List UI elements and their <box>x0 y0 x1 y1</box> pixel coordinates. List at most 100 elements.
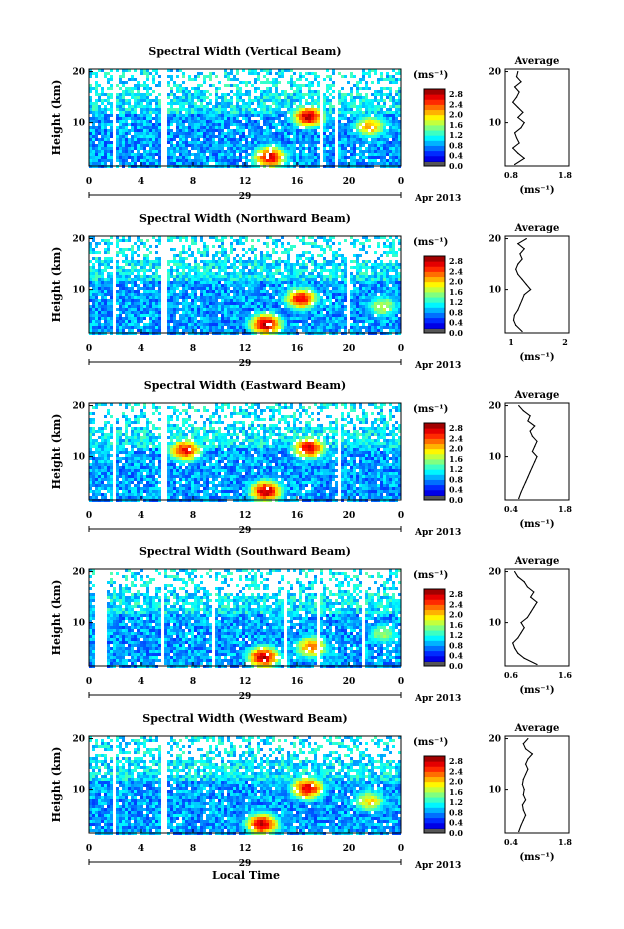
x-tick-label: 12 <box>239 677 252 687</box>
day-label: 29 <box>239 526 252 536</box>
panel-4: Spectral Width (Westward Beam) 20 10 Height… <box>50 712 572 871</box>
avg-x-tick-label: 2 <box>562 337 568 347</box>
avg-x-tick-label: 1 <box>508 337 514 347</box>
panel-title: Spectral Width (Northward Beam) <box>139 212 351 225</box>
colorbar-tick-label: 2.8 <box>449 756 463 766</box>
day-label: 29 <box>239 192 252 202</box>
colorbar-tick-label: 0.4 <box>449 818 463 828</box>
average-unit: (ms⁻¹) <box>519 685 554 696</box>
x-tick-label: 12 <box>239 344 252 354</box>
x-tick-label: 8 <box>190 677 196 687</box>
colorbar-tick-label: 2.8 <box>449 423 463 433</box>
x-tick-label: 16 <box>291 844 304 854</box>
y-tick-label: 20 <box>72 68 85 78</box>
x-tick-label: 8 <box>190 844 196 854</box>
colorbar-tick-label: 2.8 <box>449 256 463 266</box>
panel-0: Spectral Width (Vertical Beam) 20 10 Height… <box>50 45 572 204</box>
y-axis-label: Height (km) <box>50 247 63 323</box>
day-label: 29 <box>239 359 252 369</box>
x-tick-label: 8 <box>190 177 196 187</box>
colorbar-tick-label: 2.0 <box>449 277 463 287</box>
avg-y-tick-label: 20 <box>488 402 501 412</box>
colorbar-tick-label: 2.0 <box>449 610 463 620</box>
x-tick-label: 0 <box>86 677 92 687</box>
y-axis-label: Height (km) <box>50 747 63 823</box>
x-tick-label: 20 <box>343 177 356 187</box>
colorbar-tick-label: 0.8 <box>449 307 463 317</box>
avg-y-tick-label: 10 <box>488 786 501 796</box>
avg-y-tick-label: 10 <box>488 119 501 129</box>
date-label: Apr 2013 <box>414 528 461 538</box>
x-tick-label: 8 <box>190 511 196 521</box>
x-tick-label: 4 <box>138 511 144 521</box>
x-tick-label: 16 <box>291 677 304 687</box>
colorbar-tick-label: 1.6 <box>449 787 463 797</box>
colorbar-tick-label: 0.0 <box>449 661 463 671</box>
colorbar-tick-label: 1.2 <box>449 797 463 807</box>
avg-y-tick-label: 20 <box>488 735 501 745</box>
panel-title: Spectral Width (Westward Beam) <box>142 712 347 725</box>
average-frame <box>504 402 570 501</box>
colorbar-tick-label: 0.8 <box>449 807 463 817</box>
average-line <box>518 405 538 499</box>
colorbar-unit: (ms⁻¹) <box>413 737 448 748</box>
colorbar-tick-label: 1.6 <box>449 454 463 464</box>
colorbar-tick-label: 1.2 <box>449 630 463 640</box>
x-tick-label: 4 <box>138 177 144 187</box>
y-tick-label: 20 <box>72 735 85 745</box>
colorbar-tick-label: 0.4 <box>449 485 463 495</box>
heatmap-cells <box>89 69 401 168</box>
colorbar-tick-label: 2.8 <box>449 589 463 599</box>
y-tick-label: 20 <box>72 568 85 578</box>
y-tick-label: 20 <box>72 235 85 245</box>
colorbar-unit: (ms⁻¹) <box>413 70 448 81</box>
colorbar-tick-label: 1.2 <box>449 130 463 140</box>
colorbar-tick-label: 1.6 <box>449 620 463 630</box>
date-label: Apr 2013 <box>414 361 461 371</box>
colorbar-tick-label: 0.4 <box>449 651 463 661</box>
panel-title: Spectral Width (Southward Beam) <box>139 545 351 558</box>
x-tick-label: 8 <box>190 344 196 354</box>
x-tick-label: 16 <box>291 344 304 354</box>
colorbar-unit: (ms⁻¹) <box>413 404 448 415</box>
avg-y-tick-label: 10 <box>488 286 501 296</box>
x-tick-label: 0 <box>398 344 404 354</box>
colorbar-tick-label: 0.8 <box>449 474 463 484</box>
x-tick-label: 4 <box>138 844 144 854</box>
x-tick-label: 4 <box>138 344 144 354</box>
x-tick-label: 0 <box>398 844 404 854</box>
colorbar-tick-label: 2.4 <box>449 599 463 609</box>
x-tick-label: 0 <box>398 511 404 521</box>
panel-1: Spectral Width (Northward Beam)2010Heigh… <box>50 212 570 371</box>
heatmap-cells <box>89 736 401 835</box>
average-panel: Average 20 10 0.4 1.8 (ms⁻¹) <box>488 390 572 530</box>
colorbar-tick-label: 2.0 <box>449 444 463 454</box>
y-tick-label: 10 <box>72 786 85 796</box>
x-tick-label: 0 <box>86 344 92 354</box>
avg-x-tick-label: 0.6 <box>504 670 518 680</box>
x-tick-label: 20 <box>343 844 356 854</box>
x-tick-label: 16 <box>291 177 304 187</box>
x-tick-label: 0 <box>398 677 404 687</box>
average-panel: Average 20 10 1 2 (ms⁻¹) <box>488 223 570 363</box>
day-label: 29 <box>239 859 252 869</box>
panel-title: Spectral Width (Eastward Beam) <box>144 379 346 392</box>
colorbar-tick-label: 0.0 <box>449 495 463 505</box>
colorbar <box>423 88 446 167</box>
average-title: Average <box>514 56 560 67</box>
colorbar-tick-label: 0.4 <box>449 151 463 161</box>
average-title: Average <box>514 390 560 401</box>
average-title: Average <box>514 723 560 734</box>
average-unit: (ms⁻¹) <box>519 185 554 196</box>
colorbar <box>423 588 446 667</box>
colorbar-tick-label: 2.4 <box>449 99 463 109</box>
colorbar-unit: (ms⁻¹) <box>413 237 448 248</box>
colorbar-tick-label: 2.8 <box>449 89 463 99</box>
average-title: Average <box>514 223 560 234</box>
colorbar-tick-label: 2.4 <box>449 766 463 776</box>
colorbar-tick-label: 0.0 <box>449 828 463 838</box>
y-tick-label: 20 <box>72 402 85 412</box>
colorbar <box>423 755 446 834</box>
average-frame <box>504 568 570 667</box>
avg-y-tick-label: 20 <box>488 568 501 578</box>
